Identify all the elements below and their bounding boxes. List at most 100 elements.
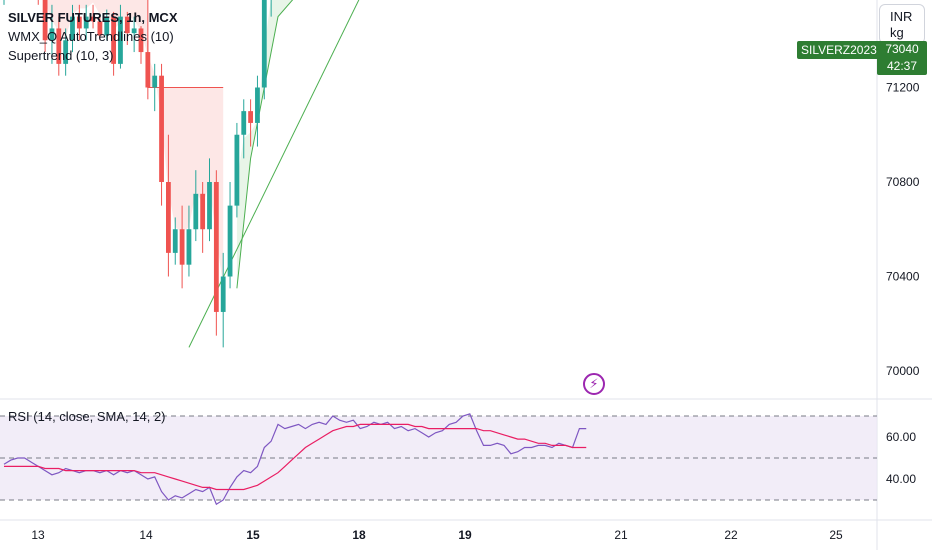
candle [70,4,75,53]
time-tick-label: 19 [458,528,472,542]
last-price-value: 73040 [885,42,919,56]
time-tick-label: 21 [614,528,628,542]
candles-layer[interactable] [2,0,589,348]
candle [255,75,260,147]
candle-body [97,21,103,36]
candle [42,0,48,53]
candle [248,99,253,147]
indicator-rsi-label[interactable]: RSI (14, close, SMA, 14, 2) [8,409,166,424]
indicator-autotrendlines-label[interactable]: WMX_Q AutoTrendlines (10) [8,29,174,44]
supertrend-down-fill [44,0,224,286]
candle [83,4,89,41]
currency-unit-button[interactable]: INR kg [879,4,925,44]
candle [179,205,185,289]
time-tick-label: 18 [352,528,366,542]
candle-body [234,134,240,206]
candle-body [145,52,151,88]
candle-body [179,229,185,265]
candle-body [261,0,267,88]
candle [3,0,5,5]
candle-body [104,16,110,36]
candle-body [49,28,55,41]
candle-body [166,182,171,253]
candle-body [63,40,69,64]
candle [118,4,123,69]
currency-label: INR [890,9,913,24]
candle-body [255,87,260,123]
candle [145,40,151,100]
rsi-tick-label: 40.00 [886,472,916,486]
price-tick-label: 70800 [886,175,920,189]
candle-body [90,16,96,22]
candle-body [42,0,48,41]
candle-body [159,75,164,182]
candle [63,28,69,76]
lightning-icon[interactable]: ⚡︎ [583,373,605,395]
rsi-tick-label: 60.00 [886,430,916,444]
candle [207,158,212,242]
candle-body [213,182,219,312]
candle-body [186,229,192,265]
candle-body [220,276,226,312]
candle-body [227,205,233,277]
symbol-price-label: SILVERZ2023 [797,41,881,59]
candle [124,11,130,45]
rsi-band-layer [0,415,877,501]
candle-body [76,16,82,29]
candle-body [83,16,89,29]
candle [234,122,240,218]
candle-body [152,75,158,88]
candle-body [193,193,199,230]
candle-body [138,28,144,53]
supertrend-up-line [236,0,294,289]
candle [56,16,62,76]
candle [138,26,144,64]
rsi-line-layer [3,413,587,506]
candle-body [172,229,178,253]
time-tick-label: 25 [829,528,843,542]
candle [220,252,226,348]
candle [172,217,178,265]
candle [97,16,103,41]
candle-body [111,16,116,64]
time-tick-label: 22 [724,528,738,542]
rsi-line [3,413,587,506]
candle [159,63,164,206]
candle-body [248,111,253,123]
candle-body [124,16,130,34]
trendline-support-1 [188,0,360,348]
price-tick-label: 70000 [886,364,920,378]
candle [152,63,158,112]
time-axis-ticks: 13 14 15 18 19 21 22 25 [31,528,843,542]
candle [104,9,110,41]
candle [90,4,96,29]
indicator-line-layer [147,0,360,348]
candle [111,11,116,76]
candle-body [118,16,123,64]
candle-body [131,28,137,34]
candle [270,0,272,17]
price-axis-ticks: 7000070400708007120071600720007240072800… [886,81,920,487]
candle [213,170,219,336]
candle [261,0,267,100]
price-tick-label: 71200 [886,81,920,95]
time-tick-label: 13 [31,528,45,542]
price-tick-label: 70400 [886,270,920,284]
unit-label: kg [890,25,904,40]
candle [193,170,199,242]
candle [166,134,171,277]
indicator-supertrend-label[interactable]: Supertrend (10, 3) [8,48,114,63]
candle [186,205,192,277]
candle [76,4,82,41]
chart-title[interactable]: SILVER FUTURES, 1h, MCX [8,10,178,25]
candle [200,182,206,253]
supertrend-down-line [147,0,224,88]
candle [49,4,55,64]
candle-body [207,182,212,230]
candle [241,99,247,159]
rsi-ma-line [4,423,587,491]
time-tick-label: 14 [139,528,153,542]
candle [131,16,137,53]
candle-body [241,111,247,135]
